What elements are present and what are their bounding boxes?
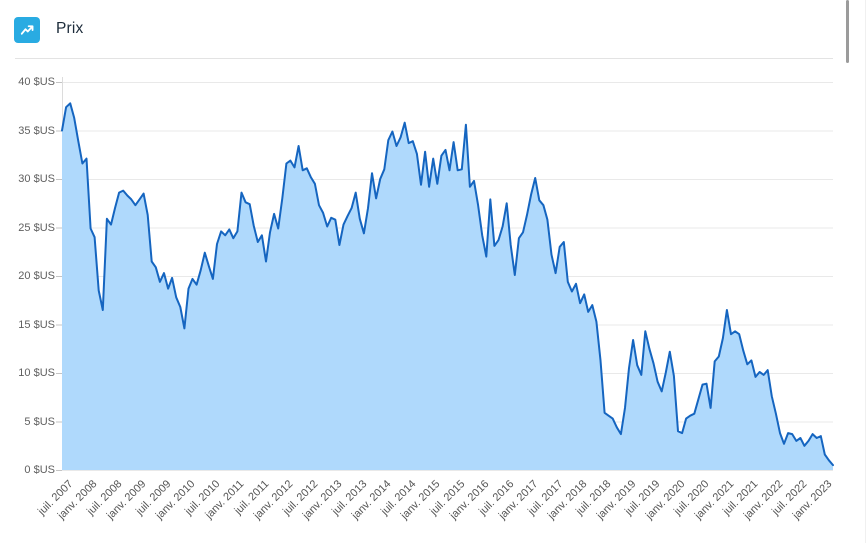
- y-axis-label: 5 $US: [24, 415, 55, 428]
- page-edge-line: [865, 0, 866, 543]
- trend-up-glyph: [20, 25, 34, 35]
- chart-title: Prix: [56, 20, 84, 37]
- y-axis-label: 15 $US: [18, 318, 55, 331]
- chart-header: Prix: [0, 0, 867, 59]
- y-axis-label: 25 $US: [18, 221, 55, 234]
- y-axis-label: 30 $US: [18, 173, 55, 185]
- y-axis-label: 35 $US: [18, 124, 55, 137]
- y-axis-label: 10 $US: [18, 367, 55, 379]
- price-line: [61, 102, 834, 467]
- trend-up-icon: [14, 17, 40, 43]
- y-axis-label: 40 $US: [18, 76, 55, 88]
- y-axis-label: 0 $US: [24, 464, 55, 476]
- scrollbar-thumb[interactable]: [846, 0, 849, 63]
- header-divider: [15, 58, 833, 59]
- area-fill: [62, 103, 833, 471]
- y-axis-label: 20 $US: [18, 270, 55, 282]
